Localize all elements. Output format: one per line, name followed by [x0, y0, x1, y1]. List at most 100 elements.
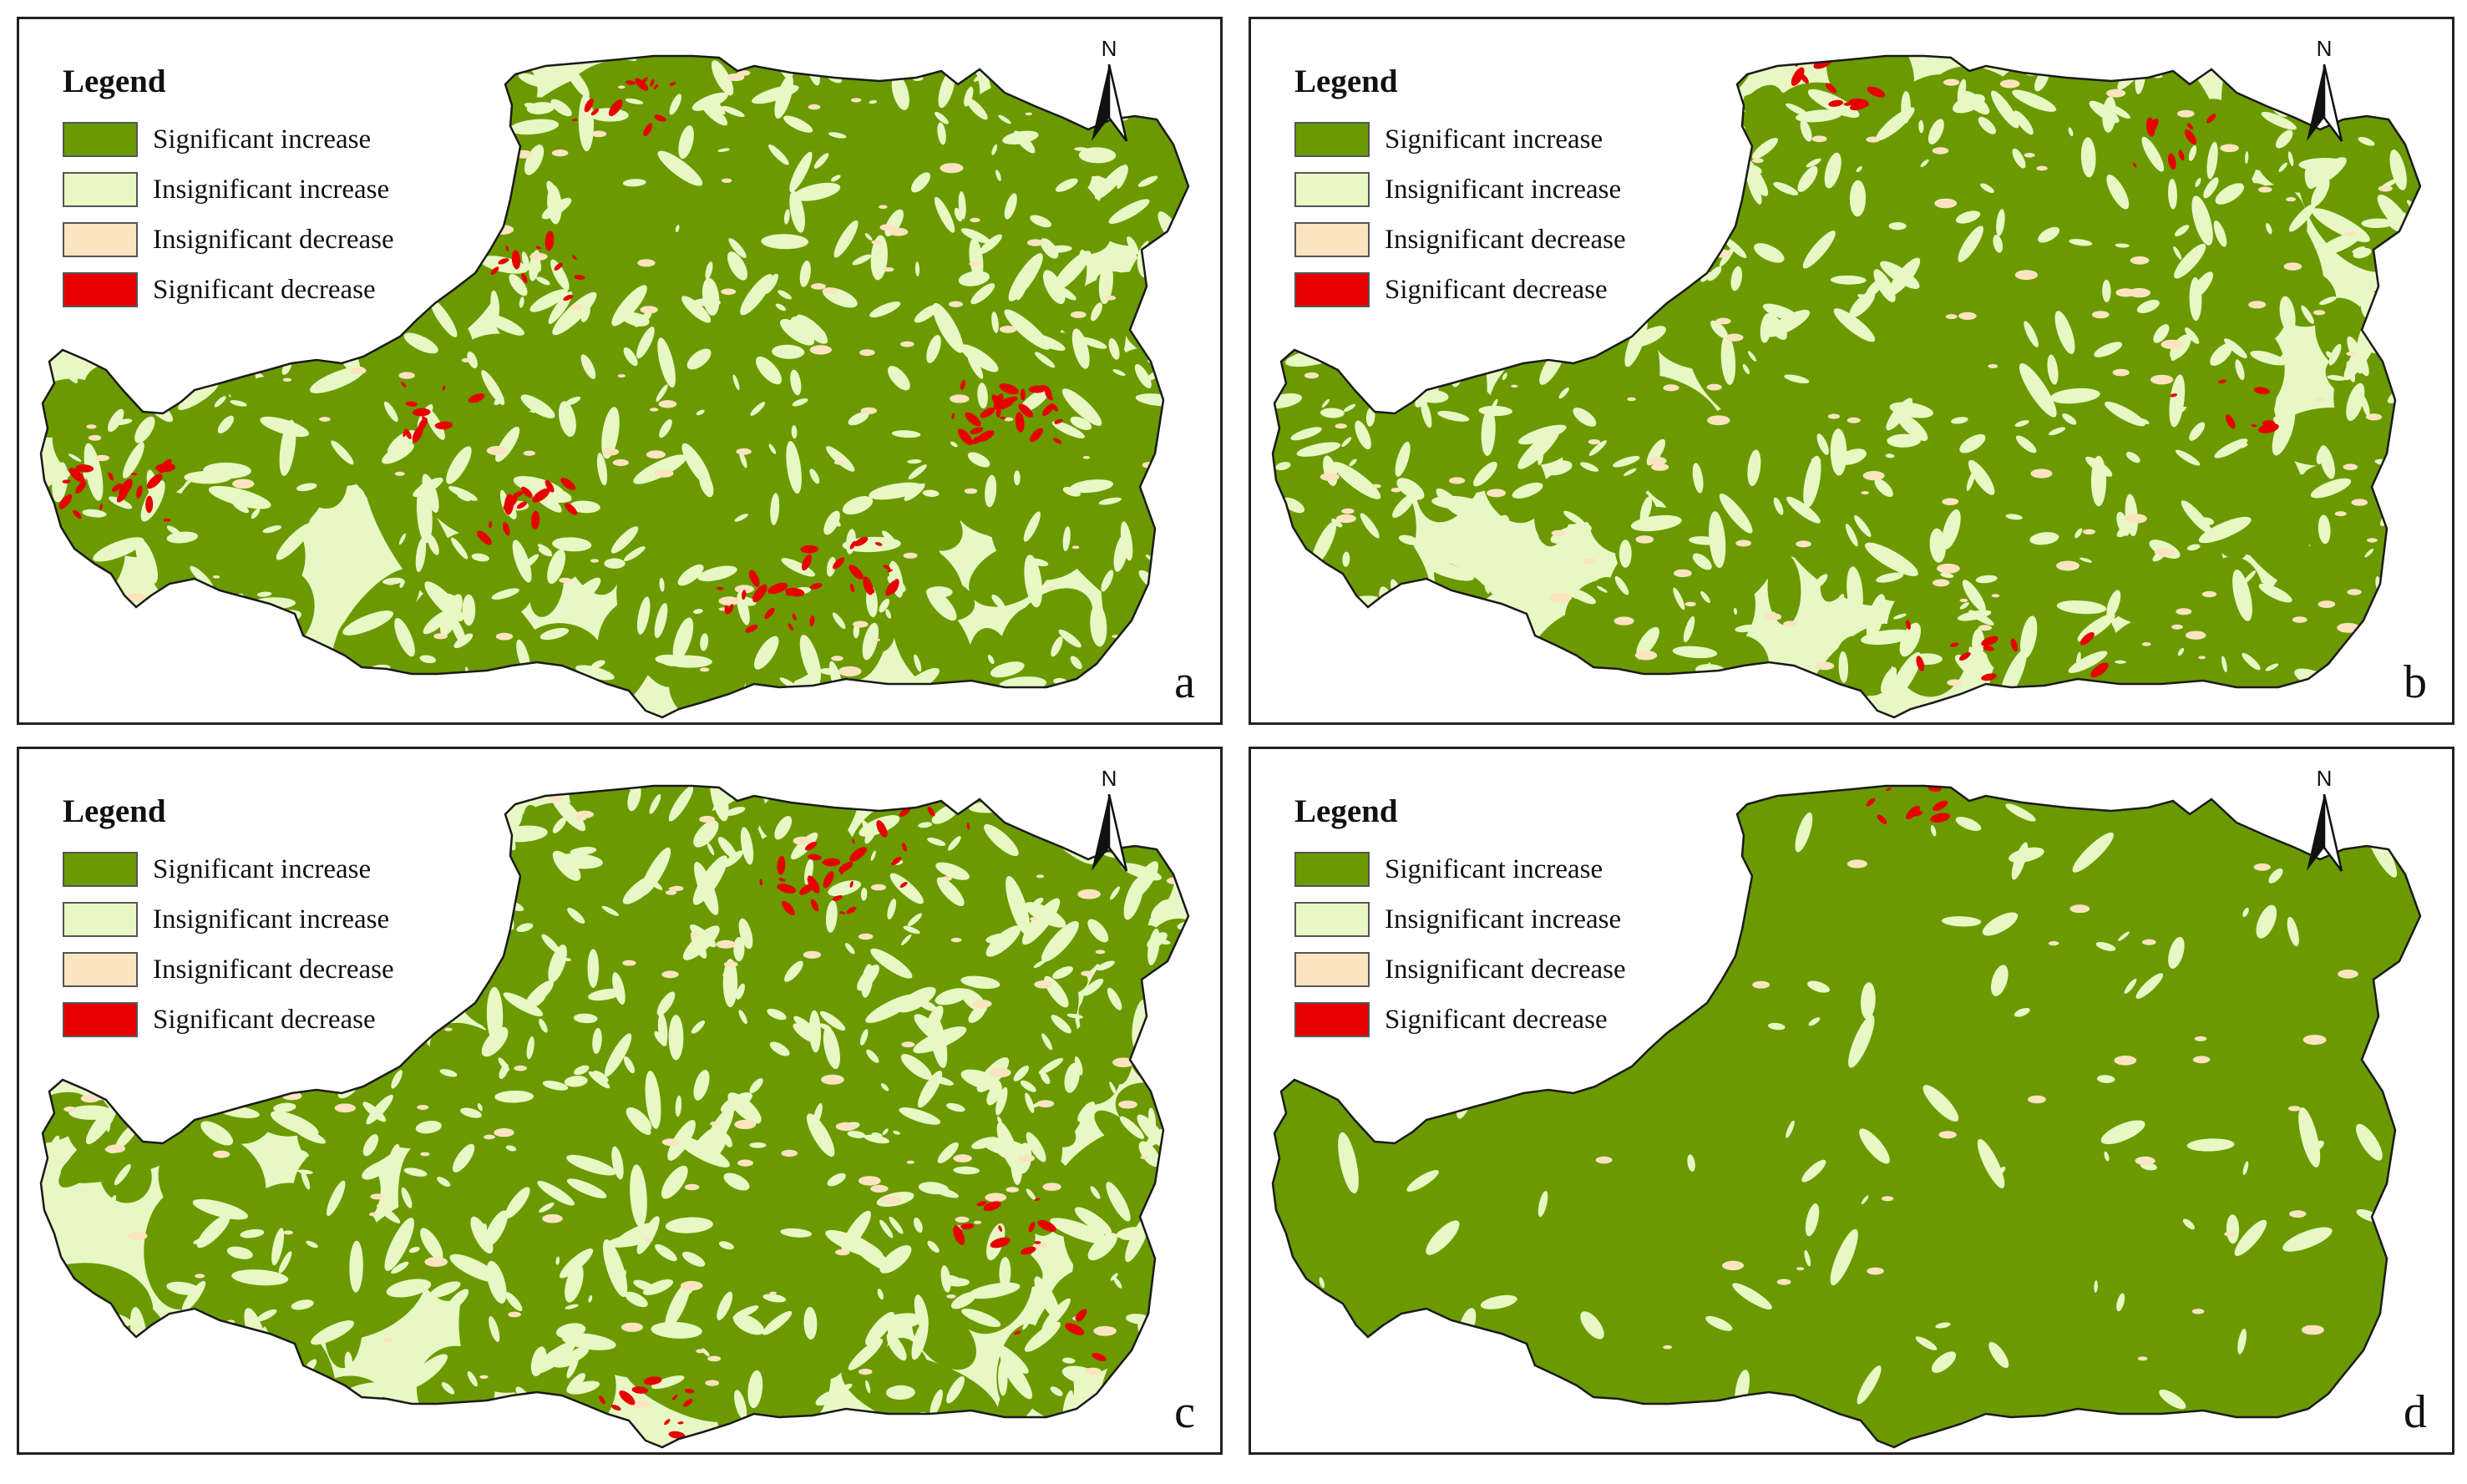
patch-insignificant-decrease [1152, 1008, 1168, 1015]
patch-insignificant-increase [580, 306, 590, 322]
patch-insignificant-increase [427, 534, 439, 555]
patch-insignificant-increase [1326, 655, 1340, 661]
patch-significant-increase [1889, 111, 1959, 249]
legend-label: Insignificant increase [153, 175, 390, 205]
patch-insignificant-increase [1134, 363, 1152, 389]
patch-insignificant-decrease [2130, 256, 2150, 265]
patch-insignificant-decrease [612, 458, 629, 467]
legend-label: Significant decrease [153, 275, 376, 305]
patch-significant-increase [788, 1228, 818, 1270]
patch-insignificant-decrease [1846, 417, 1861, 423]
patch-insignificant-increase [601, 905, 620, 916]
patch-insignificant-increase [1490, 317, 1495, 333]
patch-insignificant-decrease [570, 304, 583, 310]
patch-insignificant-decrease [1194, 154, 1207, 160]
patch-insignificant-decrease [831, 656, 843, 661]
patch-insignificant-increase [2056, 600, 2107, 615]
patch-significant-increase [1021, 1353, 1075, 1416]
patch-insignificant-increase [1026, 1188, 1036, 1200]
patch-insignificant-increase [669, 94, 681, 115]
patch-insignificant-increase [49, 1135, 60, 1156]
patch-insignificant-increase [2102, 96, 2116, 133]
patch-insignificant-increase [847, 1233, 891, 1271]
patch-significant-increase [1705, 992, 1807, 1102]
legend-item-insignificant-increase: Insignificant increase [63, 894, 394, 945]
patch-insignificant-increase [1993, 235, 2003, 253]
patch-insignificant-decrease [622, 960, 636, 966]
patch-significant-decrease [839, 911, 846, 914]
patch-insignificant-increase [2412, 422, 2420, 467]
patch-insignificant-increase [1074, 1207, 1112, 1235]
patch-insignificant-increase [50, 624, 101, 645]
patch-insignificant-increase [489, 793, 524, 807]
patch-insignificant-increase [297, 1169, 313, 1174]
patch-insignificant-increase [494, 396, 504, 405]
patch-insignificant-increase [1137, 175, 1158, 187]
patch-insignificant-increase [526, 1036, 534, 1060]
patch-insignificant-increase [256, 591, 272, 597]
patch-significant-decrease [823, 871, 834, 889]
patch-insignificant-increase [85, 1105, 117, 1145]
legend-title: Legend [63, 793, 166, 829]
patch-insignificant-increase [2408, 270, 2420, 280]
patch-insignificant-increase [1305, 586, 1321, 597]
patch-insignificant-increase [566, 1178, 607, 1198]
patch-significant-increase [2282, 876, 2420, 1038]
patch-insignificant-increase [209, 674, 228, 681]
patch-insignificant-increase [2232, 570, 2252, 621]
patch-insignificant-increase [153, 354, 165, 367]
patch-insignificant-increase [470, 1216, 494, 1254]
patch-insignificant-increase [1735, 624, 1759, 633]
patch-insignificant-increase [1618, 539, 1632, 568]
patch-insignificant-increase [41, 1024, 50, 1029]
legend-label: Significant increase [153, 854, 372, 884]
north-arrow-icon [1092, 64, 1128, 142]
patch-insignificant-decrease [151, 1381, 165, 1388]
patch-insignificant-decrease [736, 448, 752, 455]
patch-insignificant-increase [2250, 350, 2287, 366]
patch-insignificant-decrease [684, 1183, 700, 1191]
patch-insignificant-increase [733, 937, 745, 962]
patch-insignificant-increase [823, 1026, 840, 1070]
patch-insignificant-increase [471, 553, 489, 562]
patch-insignificant-decrease [1959, 598, 1968, 603]
patch-insignificant-increase [682, 925, 720, 960]
patch-insignificant-increase [266, 1371, 306, 1405]
legend-title: Legend [1294, 63, 1398, 99]
patch-insignificant-increase [1078, 147, 1117, 164]
patch-insignificant-increase [911, 1320, 929, 1360]
patch-insignificant-increase [2357, 661, 2370, 669]
patch-insignificant-increase [1034, 1276, 1061, 1320]
patch-insignificant-decrease [370, 1193, 384, 1200]
patch-significant-decrease [2206, 114, 2216, 124]
patch-significant-decrease [1848, 98, 1870, 108]
patch-insignificant-increase [681, 1251, 706, 1267]
patch-insignificant-decrease [658, 400, 677, 408]
patch-insignificant-increase [169, 626, 189, 660]
patch-insignificant-decrease [1140, 1155, 1149, 1160]
patch-insignificant-decrease [282, 377, 292, 382]
patch-insignificant-increase [331, 510, 365, 520]
patch-insignificant-increase [749, 1142, 767, 1148]
patch-insignificant-increase [2141, 136, 2165, 172]
patch-insignificant-increase [188, 1081, 213, 1107]
patch-insignificant-increase [681, 296, 712, 323]
patch-insignificant-increase [552, 291, 597, 336]
patch-insignificant-decrease [705, 1380, 720, 1386]
patch-insignificant-decrease [2154, 548, 2176, 557]
patch-insignificant-increase [891, 74, 909, 110]
patch-insignificant-increase [1873, 269, 1896, 302]
patch-significant-decrease [1028, 1221, 1036, 1233]
patch-insignificant-increase [558, 401, 576, 438]
patch-insignificant-increase [722, 105, 745, 118]
patch-insignificant-increase [734, 1390, 747, 1420]
patch-insignificant-increase [397, 107, 407, 114]
patch-insignificant-increase [1385, 652, 1410, 665]
patch-insignificant-increase [2014, 420, 2029, 428]
patch-insignificant-increase [107, 1195, 117, 1213]
legend-swatch [1294, 172, 1370, 207]
patch-significant-decrease [2184, 129, 2197, 144]
patch-insignificant-increase [1550, 524, 1592, 544]
patch-insignificant-increase [655, 1243, 677, 1262]
patch-insignificant-increase [51, 459, 70, 478]
